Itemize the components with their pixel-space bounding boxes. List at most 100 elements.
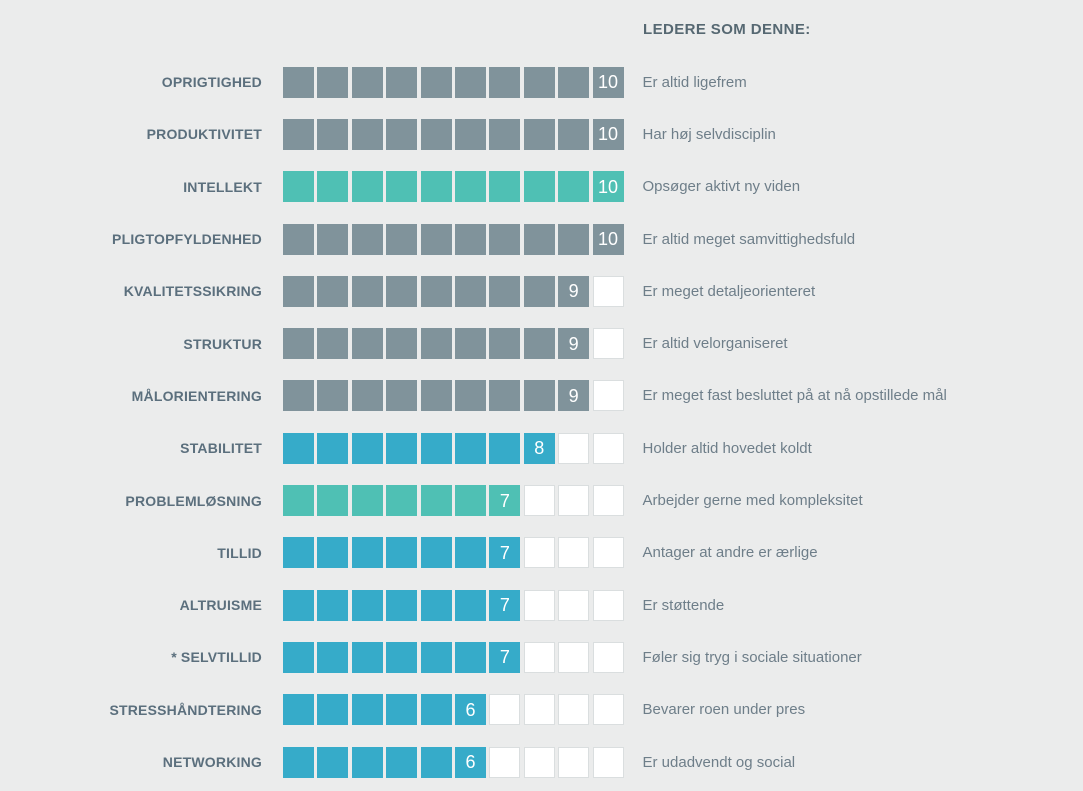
- trait-row: NETWORKING 6 Er udadvendt og social: [0, 736, 1083, 788]
- trait-row: OPRIGTIGHED 10 Er altid ligefrem: [0, 56, 1083, 108]
- score-cell-filled: [420, 485, 452, 517]
- score-cell-empty: [523, 485, 555, 517]
- score-cell-empty: [592, 537, 624, 569]
- score-cell-filled: [351, 171, 383, 203]
- score-cell-filled: [351, 66, 383, 98]
- score-cell-filled: [386, 641, 418, 673]
- score-cell-filled: [351, 694, 383, 726]
- trait-label: PLIGTOPFYLDENHED: [112, 231, 262, 248]
- score-cell-filled: [283, 485, 314, 517]
- score-cell-filled: [283, 537, 314, 569]
- score-cell-filled: [420, 275, 452, 307]
- score-bar: 7: [283, 537, 624, 569]
- score-cell-filled: [454, 432, 486, 464]
- score-cell-filled: [386, 694, 418, 726]
- score-cell-filled: [420, 328, 452, 360]
- score-cell-empty: [523, 641, 555, 673]
- score-cell-filled: [454, 589, 486, 621]
- trait-label: KVALITETSSIKRING: [123, 283, 262, 300]
- score-cell-filled: [420, 171, 452, 203]
- score-cell-filled: [386, 432, 418, 464]
- trait-row: KVALITETSSIKRING 9 Er meget detaljeoriente…: [0, 265, 1083, 317]
- score-cell-filled: [283, 223, 314, 255]
- score-value-cell: 8: [523, 432, 555, 464]
- score-bar: 10: [283, 66, 624, 98]
- trait-description: Opsøger aktivt ny viden: [642, 178, 801, 196]
- score-bar: 9: [283, 328, 624, 360]
- score-cell-filled: [317, 328, 349, 360]
- score-cell-filled: [489, 171, 521, 203]
- score-value-cell: 10: [592, 66, 624, 98]
- trait-row: MÅLORIENTERING 9 Er meget fast besluttet p…: [0, 370, 1083, 422]
- score-cell-empty: [592, 485, 624, 517]
- score-value-cell: 10: [592, 118, 624, 150]
- score-cell-filled: [351, 223, 383, 255]
- score-cell-filled: [351, 432, 383, 464]
- score-cell-filled: [283, 328, 314, 360]
- score-cell-filled: [283, 380, 314, 412]
- score-cell-filled: [351, 641, 383, 673]
- score-cell-filled: [523, 275, 555, 307]
- trait-label: OPRIGTIGHED: [161, 74, 262, 91]
- page-title: LEDERE SOM DENNE:: [643, 21, 811, 38]
- score-cell-filled: [454, 537, 486, 569]
- trait-description: Er støttende: [642, 596, 725, 614]
- score-cell-filled: [283, 694, 314, 726]
- score-cell-filled: [420, 537, 452, 569]
- score-cell-empty: [558, 485, 590, 517]
- score-cell-filled: [386, 537, 418, 569]
- trait-label: STRESSHÅNDTERING: [109, 701, 262, 718]
- score-cell-filled: [351, 485, 383, 517]
- score-cell-filled: [523, 171, 555, 203]
- score-cell-filled: [454, 66, 486, 98]
- score-cell-empty: [592, 275, 624, 307]
- score-cell-filled: [489, 66, 521, 98]
- trait-description: Har høj selvdisciplin: [642, 125, 776, 143]
- score-cell-filled: [386, 380, 418, 412]
- score-bar: 6: [283, 746, 624, 778]
- trait-row: STRUKTUR 9 Er altid velorganiseret: [0, 317, 1083, 369]
- score-cell-filled: [558, 171, 590, 203]
- score-value-cell: 10: [592, 171, 624, 203]
- score-cell-empty: [592, 328, 624, 360]
- score-cell-filled: [386, 275, 418, 307]
- score-cell-filled: [386, 746, 418, 778]
- score-cell-filled: [317, 380, 349, 412]
- score-cell-filled: [386, 223, 418, 255]
- trait-label: ALTRUISME: [179, 597, 262, 614]
- trait-row: PROBLEMLØSNING 7 Arbejder gerne med komple…: [0, 474, 1083, 526]
- score-cell-filled: [454, 380, 486, 412]
- score-bar: 9: [283, 275, 624, 307]
- score-cell-filled: [317, 118, 349, 150]
- score-value-cell: 7: [489, 537, 521, 569]
- score-cell-filled: [351, 118, 383, 150]
- score-cell-empty: [592, 694, 624, 726]
- score-cell-filled: [420, 589, 452, 621]
- score-cell-empty: [489, 694, 521, 726]
- score-cell-filled: [386, 328, 418, 360]
- score-cell-filled: [283, 432, 314, 464]
- score-cell-filled: [523, 118, 555, 150]
- score-cell-filled: [489, 275, 521, 307]
- score-value-cell: 7: [489, 485, 521, 517]
- score-cell-filled: [317, 66, 349, 98]
- score-cell-empty: [523, 746, 555, 778]
- trait-row: * SELVTILLID 7 Føler sig tryg i sociale si…: [0, 631, 1083, 683]
- score-cell-filled: [351, 537, 383, 569]
- score-bar: 8: [283, 432, 624, 464]
- score-bar: 10: [283, 223, 624, 255]
- score-cell-filled: [454, 485, 486, 517]
- score-cell-empty: [489, 746, 521, 778]
- score-cell-filled: [317, 485, 349, 517]
- trait-row: STABILITET 8 Holder altid hovedet koldt: [0, 422, 1083, 474]
- score-cell-filled: [317, 223, 349, 255]
- trait-description: Antager at andre er ærlige: [642, 544, 818, 562]
- score-bar: 7: [283, 589, 624, 621]
- score-cell-filled: [454, 641, 486, 673]
- trait-description: Føler sig tryg i sociale situationer: [642, 648, 862, 666]
- score-cell-filled: [454, 171, 486, 203]
- score-value-cell: 10: [592, 223, 624, 255]
- score-cell-filled: [420, 118, 452, 150]
- trait-description: Holder altid hovedet koldt: [642, 439, 812, 457]
- trait-row: INTELLEKT 10 Opsøger aktivt ny viden: [0, 161, 1083, 213]
